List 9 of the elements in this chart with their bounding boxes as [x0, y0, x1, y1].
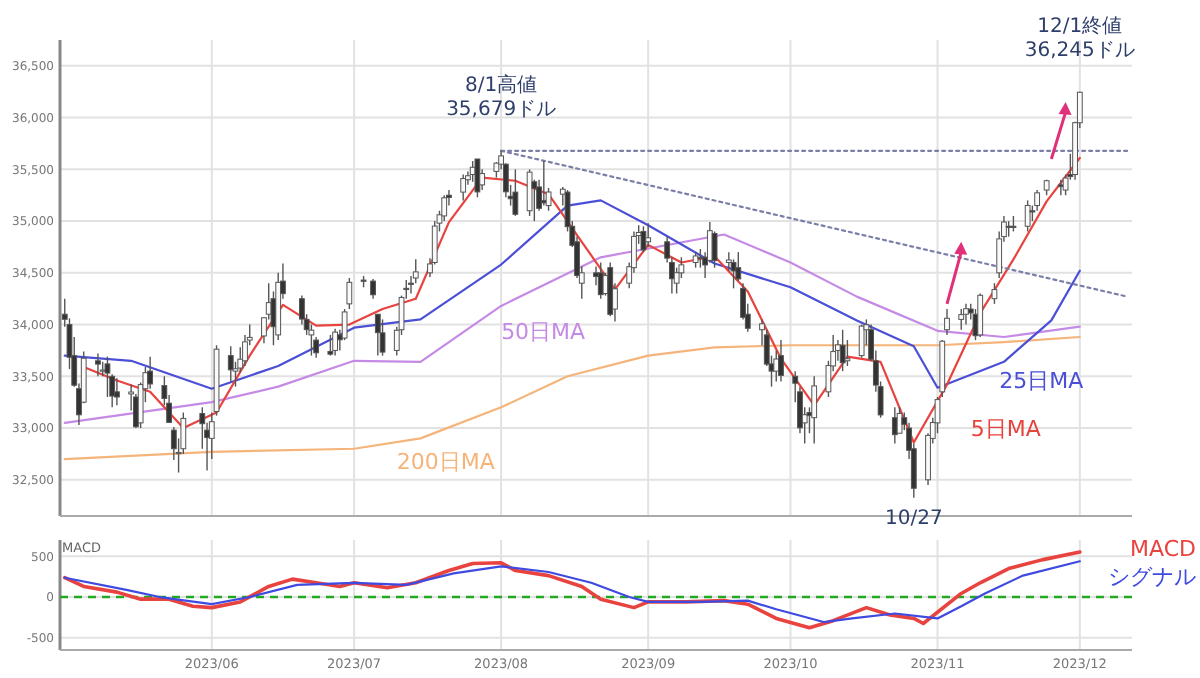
series-label: 50日MA — [501, 319, 587, 346]
series-label: 5日MA — [970, 416, 1042, 443]
series-label: 200日MA — [396, 449, 496, 476]
series-label: 25日MA — [999, 367, 1085, 394]
annotation: 12/1終値 36,245ドル — [1024, 14, 1135, 63]
text: MACD — [1130, 536, 1196, 562]
annotation: 8/1高値 35,679ドル — [446, 72, 557, 121]
series-label: シグナル — [1108, 564, 1196, 590]
annotation: 10/27 — [884, 507, 943, 530]
